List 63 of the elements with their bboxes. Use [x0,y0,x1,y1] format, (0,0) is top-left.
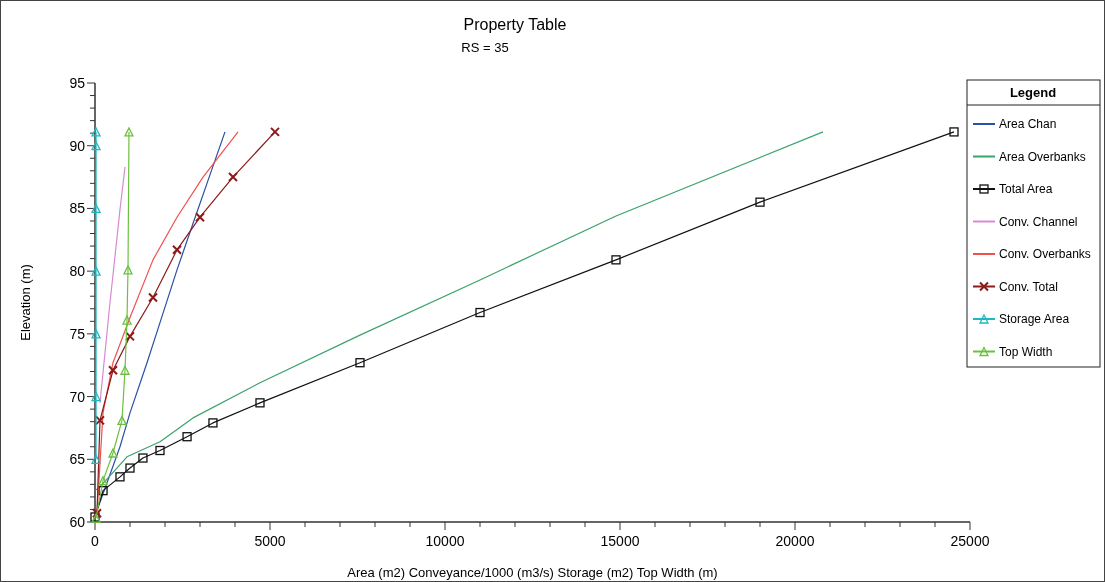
point [138,453,148,463]
point [125,463,135,473]
point [155,445,165,456]
point [91,203,101,214]
legend-label: Conv. Total [999,279,1058,294]
point [195,212,205,223]
x-tick-label: 15000 [600,533,640,549]
legend-label: Area Chan [999,117,1057,131]
point [120,365,130,375]
point [270,126,281,137]
chart-title: Property Table [463,16,567,33]
point [115,472,125,482]
legend-label: Conv. Overbanks [999,247,1091,261]
point [355,358,365,368]
point [92,508,102,519]
point [91,454,101,464]
point [98,485,108,496]
point [228,172,239,183]
point [124,127,134,137]
legend-label: Area Overbanks [999,149,1086,164]
point [255,398,265,408]
legend-label: Total Area [999,182,1053,196]
point [91,127,101,137]
point [182,432,192,442]
x-tick-label: 20000 [775,533,815,549]
x-axis-title: Area (m2) Conveyance/1000 (m3/s) Storage (m2) Top Width (m) [347,565,718,580]
y-tick-label: 70 [69,388,86,405]
point [117,415,127,426]
point [755,197,765,207]
point [91,391,101,402]
chart-subtitle: RS = 35 [461,40,509,55]
point [172,244,183,255]
point [148,292,158,303]
x-tick-label: 10000 [425,533,465,549]
x-tick-label: 5000 [254,533,286,549]
legend-title: Legend [1009,85,1057,100]
y-tick-label: 90 [69,137,86,154]
point [125,331,135,342]
point [91,141,101,151]
x-tick-label: 0 [91,533,100,549]
y-axis-title: Elevation (m) [18,264,33,341]
point [123,265,133,275]
point [611,255,621,265]
y-tick-label: 80 [69,263,86,280]
legend-label: Conv. Channel [999,214,1078,229]
point [107,365,118,376]
point [91,329,101,339]
point [108,448,118,458]
y-tick-label: 85 [69,200,86,217]
y-tick-label: 75 [69,325,86,342]
y-tick-label: 95 [69,75,86,91]
point [122,315,132,325]
point [475,307,485,318]
point [949,127,959,137]
legend-label: Storage Area [999,312,1070,326]
point [208,418,218,428]
point [95,415,106,426]
point [98,475,108,486]
x-tick-label: 25000 [950,533,990,549]
y-tick-label: 60 [69,514,86,530]
point [91,266,101,276]
legend-label: Top Width [999,344,1053,359]
y-tick-label: 65 [69,451,86,468]
